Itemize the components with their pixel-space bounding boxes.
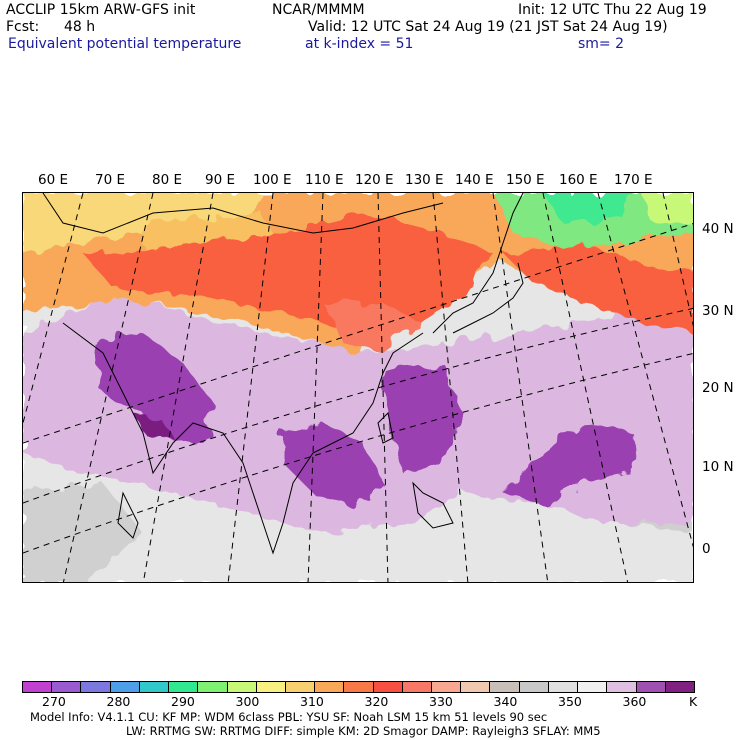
forecast-hour: 48 h bbox=[64, 19, 96, 35]
colorbar-cell bbox=[109, 681, 140, 693]
colorbar-cell bbox=[431, 681, 462, 693]
colorbar-tick-label: 310 bbox=[300, 694, 324, 709]
colorbar-cell bbox=[51, 681, 82, 693]
colorbar-tick-label: 360 bbox=[622, 694, 647, 709]
longitude-label: 100 E bbox=[253, 172, 292, 188]
colorbar-cell bbox=[664, 681, 695, 693]
latitude-label: 20 N bbox=[702, 380, 734, 396]
colorbar-tick-label: 330 bbox=[429, 694, 453, 709]
colorbar-cell bbox=[489, 681, 520, 693]
colorbar-unit: K bbox=[689, 694, 698, 709]
colorbar-cell bbox=[255, 681, 286, 693]
colorbar-cell bbox=[22, 681, 53, 693]
forecast-label: Fcst: bbox=[6, 19, 40, 35]
field-name: Equivalent potential temperature bbox=[8, 36, 242, 52]
colorbar-tick-label: 300 bbox=[235, 694, 260, 709]
colorbar-tick-label: 340 bbox=[493, 694, 518, 709]
model-info-line2: LW: RRTMG SW: RRTMG DIFF: simple KM: 2D … bbox=[126, 724, 601, 738]
colorbar-cell bbox=[284, 681, 316, 693]
latitude-label: 0 bbox=[702, 541, 711, 557]
longitude-label: 160 E bbox=[559, 172, 598, 188]
colorbar-cell bbox=[372, 681, 403, 693]
model-title: ACCLIP 15km ARW-GFS init bbox=[6, 2, 196, 18]
longitude-label: 150 E bbox=[506, 172, 545, 188]
colorbar bbox=[22, 681, 695, 693]
colorbar-cell bbox=[577, 681, 608, 693]
colorbar-tick-label: 320 bbox=[364, 694, 389, 709]
colorbar-tick-label: 270 bbox=[42, 694, 66, 709]
colorbar-cell bbox=[401, 681, 433, 693]
colorbar-cell bbox=[226, 681, 257, 693]
longitude-label: 130 E bbox=[405, 172, 444, 188]
colorbar-cell bbox=[606, 681, 637, 693]
longitude-label: 110 E bbox=[305, 172, 344, 188]
map-panel bbox=[22, 192, 694, 583]
latitude-label: 30 N bbox=[702, 303, 734, 319]
organization-label: NCAR/MMMM bbox=[272, 2, 365, 18]
colorbar-cell bbox=[80, 681, 111, 693]
smoothing-info: sm= 2 bbox=[578, 36, 625, 52]
colorbar-cell bbox=[197, 681, 228, 693]
colorbar-cell bbox=[635, 681, 666, 693]
colorbar-tick-label: 280 bbox=[106, 694, 131, 709]
latitude-label: 40 N bbox=[702, 221, 734, 237]
valid-time: Valid: 12 UTC Sat 24 Aug 19 (21 JST Sat … bbox=[308, 19, 668, 35]
theta-e-field-map bbox=[23, 193, 693, 582]
longitude-label: 140 E bbox=[455, 172, 494, 188]
model-info-line1: Model Info: V4.1.1 CU: KF MP: WDM 6class… bbox=[30, 710, 548, 724]
longitude-label: 60 E bbox=[38, 172, 68, 188]
colorbar-cell bbox=[547, 681, 579, 693]
colorbar-tick-label: 290 bbox=[171, 694, 195, 709]
colorbar-cell bbox=[314, 681, 345, 693]
colorbar-cell bbox=[343, 681, 374, 693]
latitude-label: 10 N bbox=[702, 459, 734, 475]
longitude-label: 170 E bbox=[614, 172, 653, 188]
level-info: at k-index = 51 bbox=[305, 36, 414, 52]
longitude-label: 120 E bbox=[355, 172, 394, 188]
coastlines bbox=[42, 193, 524, 555]
colorbar-tick-label: 350 bbox=[558, 694, 582, 709]
colorbar-cell bbox=[168, 681, 199, 693]
longitude-label: 80 E bbox=[152, 172, 182, 188]
colorbar-cell bbox=[518, 681, 549, 693]
colorbar-cell bbox=[460, 681, 491, 693]
longitude-label: 70 E bbox=[95, 172, 125, 188]
graticule bbox=[23, 193, 693, 582]
longitude-label: 90 E bbox=[205, 172, 235, 188]
colorbar-cell bbox=[138, 681, 170, 693]
init-time: Init: 12 UTC Thu 22 Aug 19 bbox=[518, 2, 707, 18]
